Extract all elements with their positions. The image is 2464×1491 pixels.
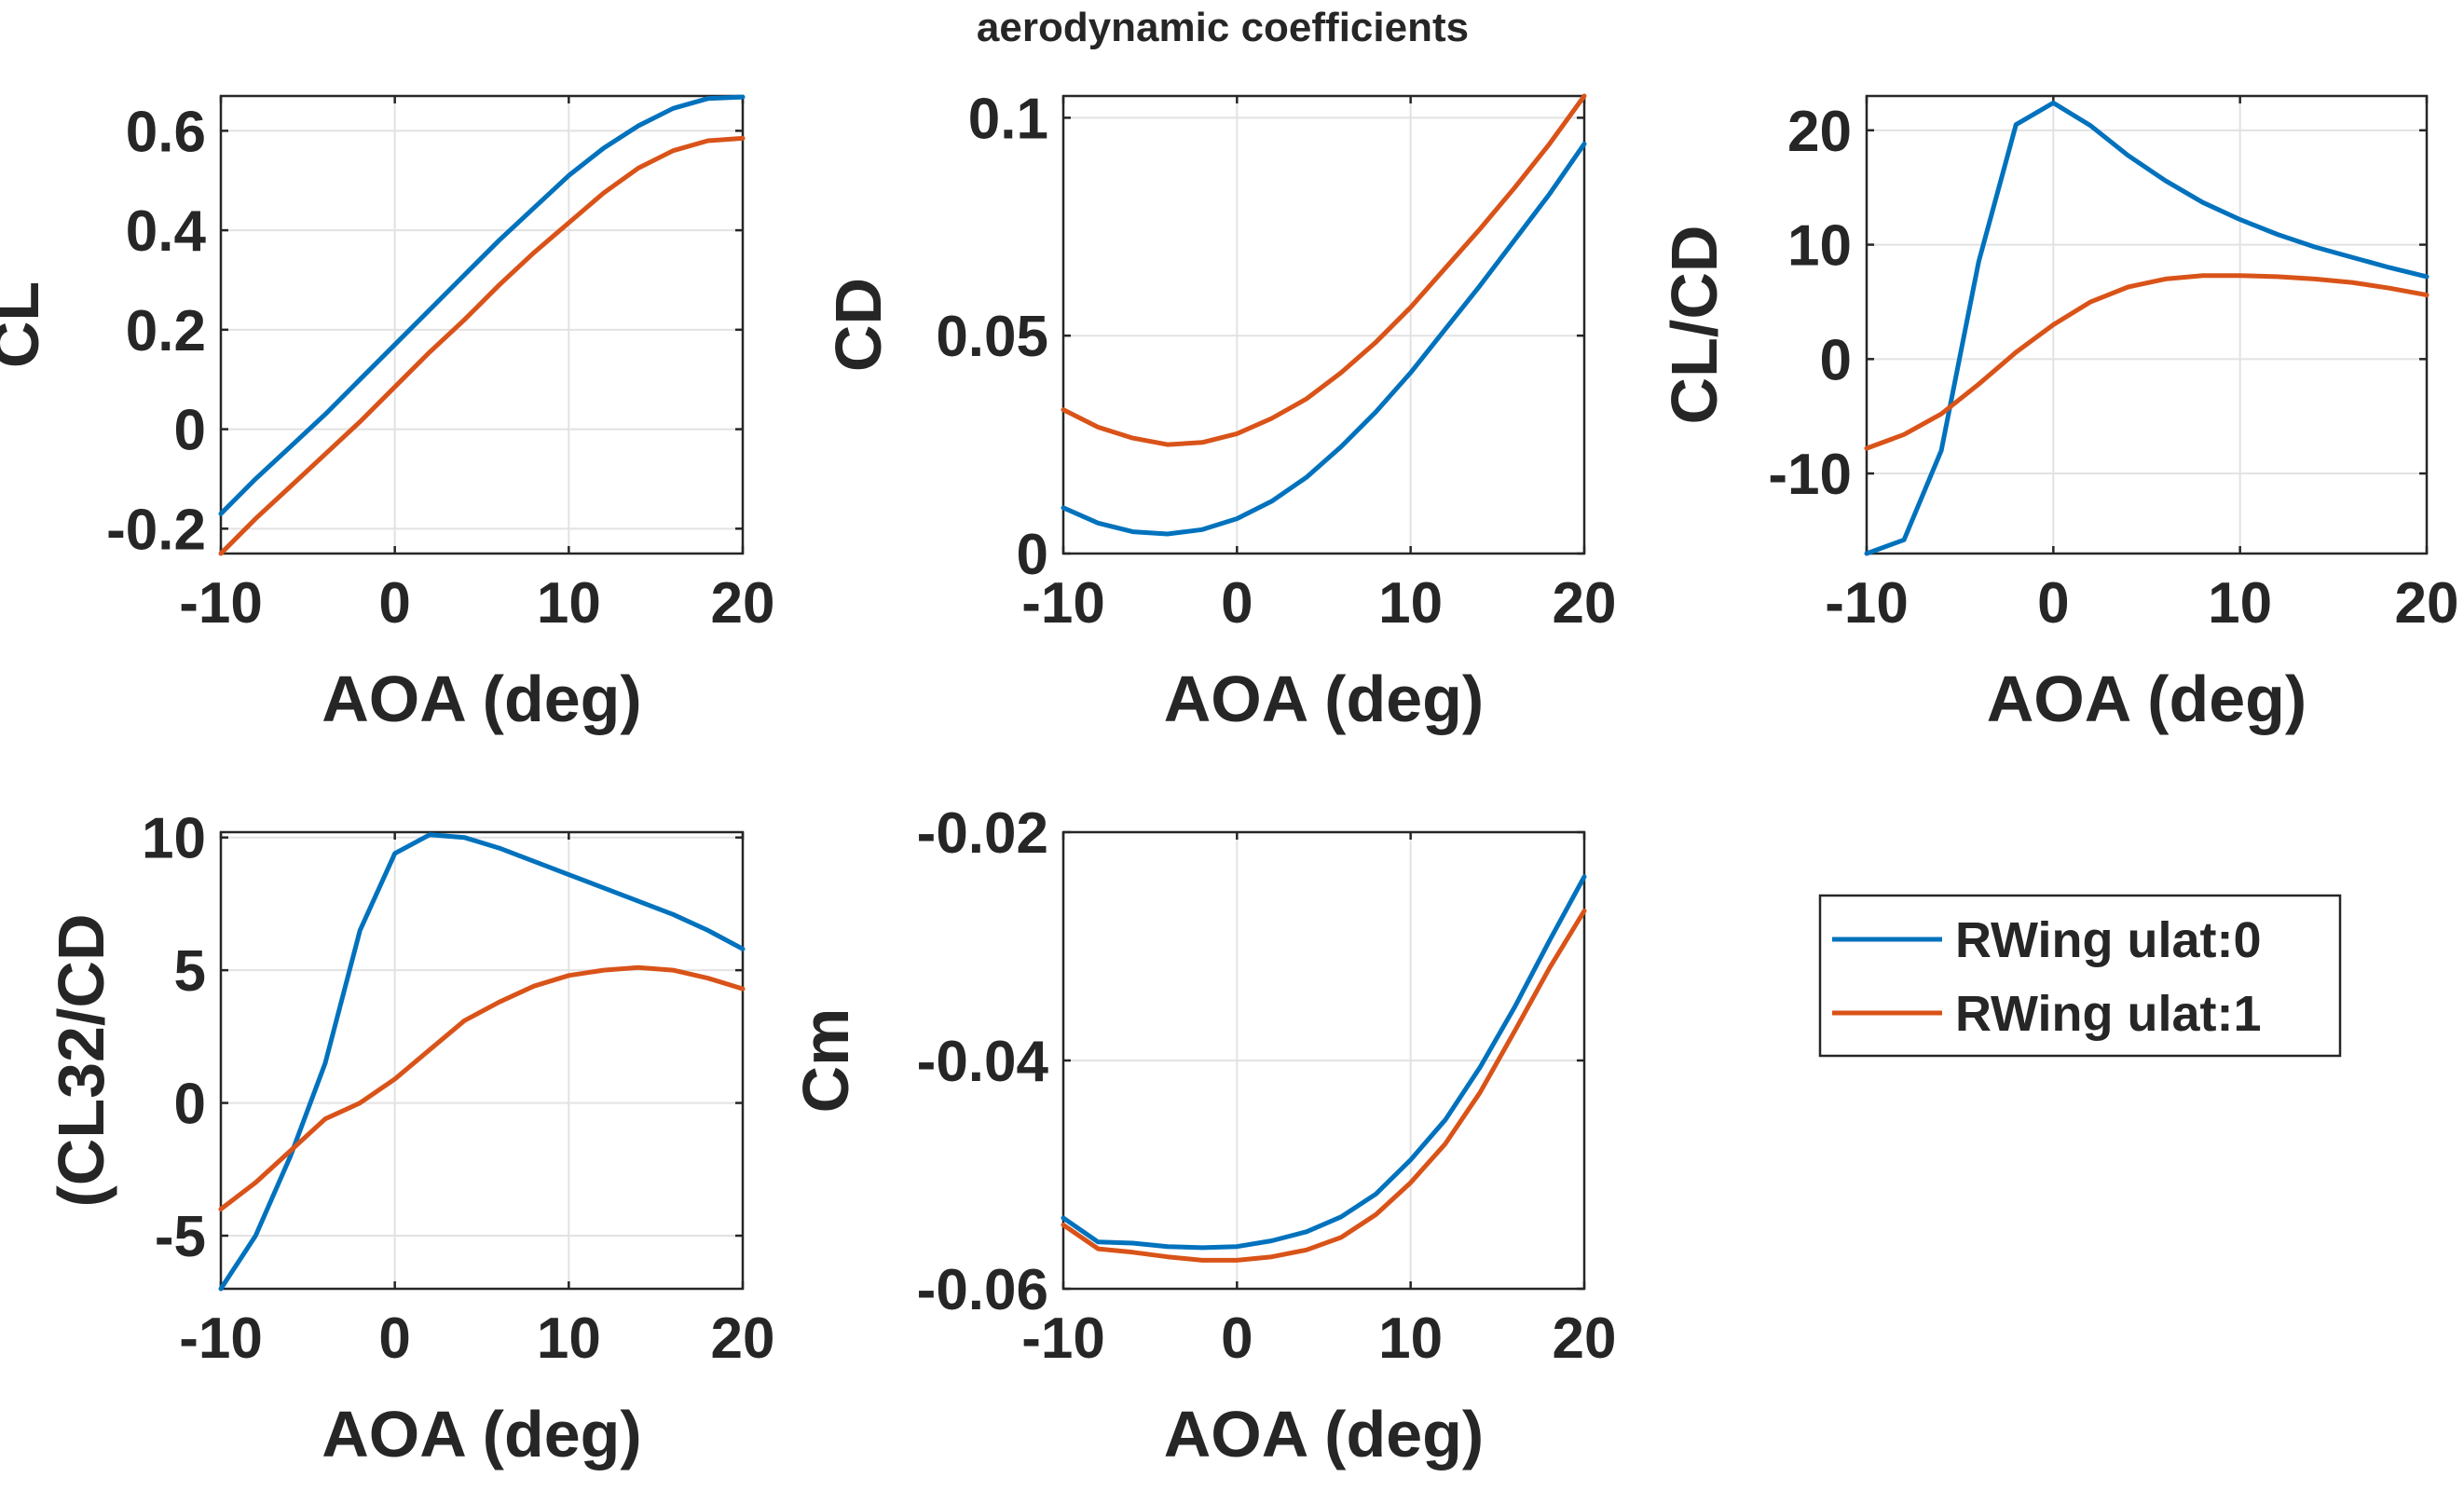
subplot-1: -10 0 10 20 -0.2 0 0.2 0.4 0.6 AOA (deg) CL bbox=[0, 94, 775, 735]
x-axis-label: AOA (deg) bbox=[322, 663, 641, 735]
series-line-2 bbox=[1061, 93, 1587, 447]
x-tick-label: 0 bbox=[2037, 571, 2069, 636]
subplot-4: -10 0 10 20 -5 0 5 10 AOA (deg) (CL32/CD bbox=[45, 807, 774, 1470]
x-axis-label: AOA (deg) bbox=[1164, 1398, 1484, 1470]
legend-entry-label: RWing ulat:1 bbox=[1955, 986, 2262, 1042]
y-tick-label: -0.2 bbox=[106, 498, 206, 562]
x-tick-label: 20 bbox=[1553, 571, 1617, 636]
y-tick-label: 0.2 bbox=[126, 299, 206, 363]
y-tick-label: 0.1 bbox=[968, 87, 1048, 151]
legend-entry-label: RWing ulat:0 bbox=[1955, 912, 2262, 968]
y-axis-label: CD bbox=[822, 278, 895, 372]
x-tick-label: 10 bbox=[537, 571, 601, 636]
plot-area bbox=[1061, 94, 1586, 555]
series-line-1 bbox=[1864, 100, 2430, 556]
x-tick-label: 0 bbox=[1221, 1306, 1253, 1371]
x-tick-label: 0 bbox=[378, 571, 410, 636]
legend: RWing ulat:0 RWing ulat:1 bbox=[1818, 894, 2342, 1058]
series-line-1 bbox=[218, 832, 746, 1292]
y-tick-label: 0.4 bbox=[126, 199, 207, 264]
y-tick-label: 0 bbox=[174, 1073, 206, 1137]
legend-box bbox=[1818, 894, 2342, 1058]
x-axis-label: AOA (deg) bbox=[1987, 663, 2307, 735]
plot-area bbox=[1865, 94, 2429, 555]
y-axis-label: CL/CD bbox=[1658, 226, 1731, 425]
x-tick-label: 10 bbox=[2208, 571, 2272, 636]
figure-title: aerodynamic coefficients bbox=[977, 5, 1469, 50]
y-tick-label: 0 bbox=[1017, 523, 1048, 587]
x-tick-label: 10 bbox=[1378, 1306, 1443, 1371]
y-tick-label: 0 bbox=[1820, 328, 1852, 392]
plot-area bbox=[219, 94, 745, 555]
y-tick-label: -10 bbox=[1768, 443, 1852, 507]
x-tick-label: 0 bbox=[1221, 571, 1253, 636]
series-line-2 bbox=[218, 964, 746, 1211]
y-axis-label: CL bbox=[0, 281, 52, 368]
series-line-1 bbox=[218, 94, 746, 516]
x-axis-label: AOA (deg) bbox=[1164, 663, 1484, 735]
y-tick-label: 0 bbox=[174, 399, 206, 463]
y-tick-label: 0.05 bbox=[936, 305, 1048, 369]
x-tick-label: 20 bbox=[1553, 1306, 1617, 1371]
subplot-5: -10 0 10 20 -0.06 -0.04 -0.02 AOA (deg) Cm bbox=[789, 801, 1616, 1470]
y-tick-label: -0.06 bbox=[917, 1258, 1048, 1322]
y-axis-label: (CL32/CD bbox=[45, 913, 117, 1207]
x-tick-label: 0 bbox=[378, 1306, 410, 1371]
y-axis-label: Cm bbox=[789, 1008, 862, 1114]
x-tick-label: 10 bbox=[1378, 571, 1443, 636]
x-tick-label: 20 bbox=[711, 571, 775, 636]
x-tick-label: 20 bbox=[2395, 571, 2459, 636]
plot-area bbox=[219, 830, 745, 1291]
y-tick-label: 20 bbox=[1787, 100, 1852, 164]
subplot-3: -10 0 10 20 -10 0 10 20 AOA (deg) CL/CD bbox=[1658, 94, 2459, 735]
y-tick-label: 5 bbox=[174, 939, 206, 1004]
series-line-2 bbox=[1061, 909, 1587, 1263]
series-line-1 bbox=[1061, 874, 1587, 1251]
y-tick-label: 10 bbox=[1787, 214, 1852, 279]
x-tick-label: 10 bbox=[537, 1306, 601, 1371]
y-tick-label: -0.02 bbox=[917, 801, 1048, 866]
series-line-1 bbox=[1061, 141, 1587, 537]
y-tick-label: -5 bbox=[155, 1205, 206, 1269]
x-tick-label: -10 bbox=[1021, 1306, 1105, 1371]
y-tick-label: 10 bbox=[142, 807, 206, 871]
x-tick-label: -10 bbox=[179, 1306, 263, 1371]
y-tick-label: -0.04 bbox=[917, 1030, 1049, 1094]
x-tick-label: -10 bbox=[179, 571, 263, 636]
x-axis-label: AOA (deg) bbox=[322, 1398, 641, 1470]
x-tick-label: 20 bbox=[711, 1306, 775, 1371]
x-tick-label: -10 bbox=[1021, 571, 1105, 636]
series-line-2 bbox=[1864, 273, 2430, 451]
series-line-2 bbox=[218, 135, 746, 556]
y-tick-label: 0.6 bbox=[126, 100, 206, 164]
x-tick-label: -10 bbox=[1825, 571, 1909, 636]
